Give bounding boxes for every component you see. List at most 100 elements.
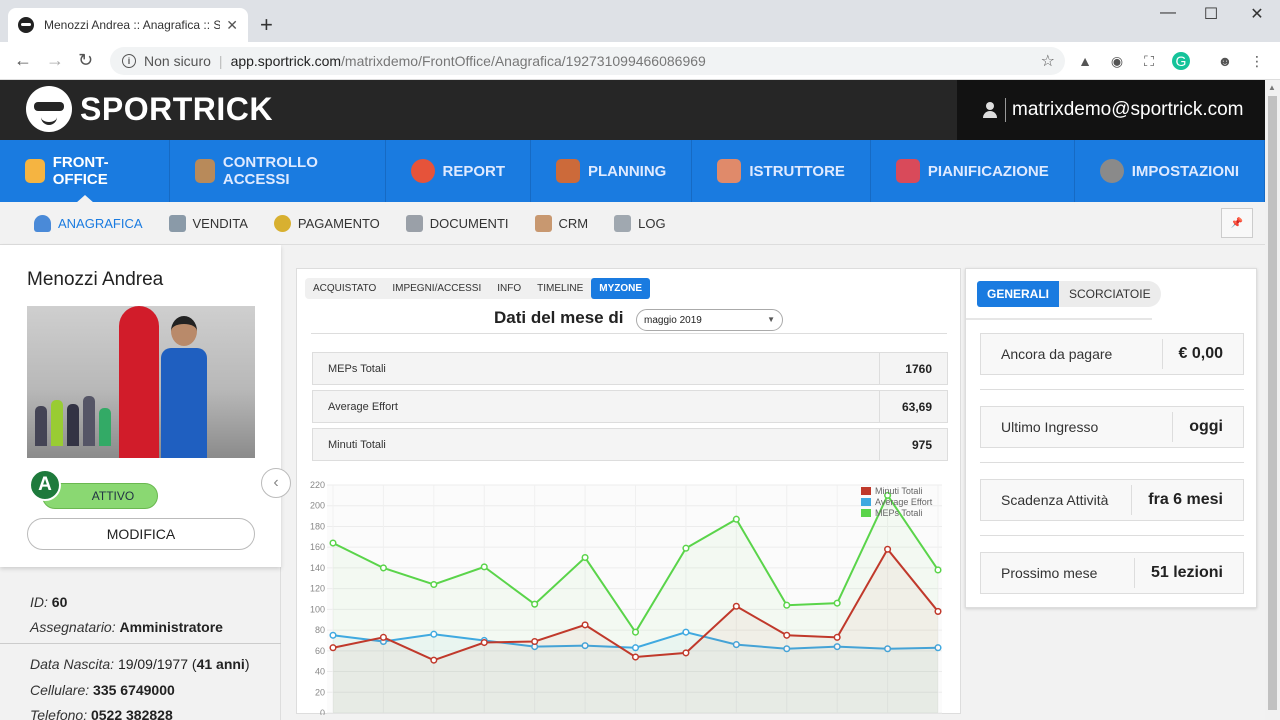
series-area	[333, 632, 938, 713]
edit-button[interactable]: MODIFICA	[27, 518, 255, 550]
subnav-documenti[interactable]: DOCUMENTI	[405, 214, 509, 232]
stat-label: MEPs Totali	[328, 362, 386, 375]
user-email: matrixdemo@sportrick.com	[1012, 99, 1244, 120]
user-account[interactable]: matrixdemo@sportrick.com	[957, 80, 1265, 140]
legend-swatch	[861, 498, 871, 506]
stat-label: Minuti Totali	[328, 438, 386, 451]
screenshot-extension-icon[interactable]: ⛶	[1144, 52, 1154, 69]
tab-acquistato[interactable]: ACQUISTATO	[313, 283, 377, 294]
member-id-row: ID: 60	[30, 594, 68, 610]
nav-pianificazione[interactable]: PIANIFICAZIONE	[871, 140, 1075, 202]
nav-planning[interactable]: PLANNING	[531, 140, 693, 202]
scroll-up-icon[interactable]: ▲	[1268, 83, 1276, 92]
data-point	[631, 644, 640, 652]
profile-avatar-icon[interactable]: ☻	[1217, 53, 1233, 69]
stat-label: Average Effort	[328, 400, 398, 413]
subnav-vendita[interactable]: VENDITA	[168, 214, 248, 232]
nav-front-office[interactable]: FRONT-OFFICE	[0, 140, 171, 203]
reload-icon[interactable]: ↻	[78, 50, 94, 70]
nav-impostazioni[interactable]: IMPOSTAZIONI	[1075, 140, 1265, 202]
incognito-extension-icon[interactable]: ◉	[1110, 52, 1124, 69]
data-point	[379, 633, 387, 641]
back-arrow-icon[interactable]: ←	[14, 50, 32, 70]
stat-value: 975	[879, 428, 947, 461]
tab-info[interactable]: INFO	[497, 283, 522, 294]
data-point	[329, 644, 337, 652]
data-point	[480, 638, 488, 647]
month-select[interactable]: maggio 2019 ▼	[636, 309, 783, 331]
maximize-button[interactable]: ☐	[1203, 6, 1219, 23]
subnav-pagamento[interactable]: PAGAMENTO	[273, 214, 380, 232]
url-bar[interactable]: i Non sicuro | app.sportrick.com /matrix…	[110, 47, 1065, 75]
data-point	[480, 563, 488, 571]
summary-value: fra 6 mesi	[1131, 485, 1243, 515]
data-point	[934, 566, 942, 574]
grammarly-extension-icon[interactable]: G	[1172, 52, 1190, 70]
info-icon[interactable]: i	[122, 54, 136, 68]
y-tick-label: 220	[310, 480, 325, 490]
browser-tab-bar: Menozzi Andrea :: Anagrafica :: Sp ✕ + —…	[0, 0, 1280, 42]
close-tab-icon[interactable]: ✕	[226, 16, 238, 33]
subnav-label: VENDITA	[192, 215, 248, 231]
user-divider	[1005, 98, 1006, 122]
chevron-down-icon: ▼	[767, 315, 775, 324]
tab-timeline[interactable]: TIMELINE	[537, 283, 584, 294]
summary-divider	[980, 389, 1244, 390]
data-point	[531, 600, 539, 608]
data-point	[934, 644, 942, 652]
subnav-anagrafica[interactable]: ANAGRAFICA	[34, 214, 143, 232]
member-sidebar: Menozzi Andrea A ATTIVO MODIFICA ‹ ID: 6…	[0, 245, 291, 720]
tab-scorciatoie[interactable]: SCORCIATOIE	[1059, 281, 1161, 307]
stat-row-effort: Average Effort 63,69	[312, 390, 948, 423]
nav-label: FRONT-OFFICE	[52, 154, 109, 188]
coin-icon	[273, 214, 291, 232]
minimize-button[interactable]: —	[1160, 4, 1176, 21]
bookmark-star-icon[interactable]: ☆	[1040, 53, 1055, 70]
new-tab-button[interactable]: +	[260, 12, 273, 37]
browser-menu-icon[interactable]: ⋮	[1250, 52, 1264, 69]
legend-swatch	[861, 487, 871, 495]
data-point	[884, 545, 892, 553]
stat-row-minutes: Minuti Totali 975	[312, 428, 948, 461]
subnav-label: DOCUMENTI	[429, 215, 509, 231]
url-path: /matrixdemo/FrontOffice/Anagrafica/19273…	[341, 53, 706, 69]
nav-controllo-accessi[interactable]: CONTROLLO ACCESSI	[170, 140, 386, 202]
y-tick-label: 140	[310, 563, 325, 573]
scrollbar-thumb[interactable]	[1268, 96, 1277, 710]
data-point	[581, 642, 589, 650]
legend-label: MEPs Totali	[875, 508, 922, 518]
collapse-sidebar-button[interactable]: ‹	[261, 468, 291, 498]
tab-title: Menozzi Andrea :: Anagrafica :: Sp	[44, 18, 221, 32]
window-close-button[interactable]: ✕	[1250, 6, 1264, 23]
tab-generali[interactable]: GENERALI	[977, 281, 1060, 307]
summary-value: oggi	[1172, 412, 1243, 442]
pin-button[interactable]: 📌	[1221, 208, 1253, 238]
tab-impegni-accessi[interactable]: IMPEGNI/ACCESSI	[392, 283, 482, 294]
data-point	[783, 645, 791, 653]
tab-myzone[interactable]: MYZONE	[591, 278, 651, 299]
subnav-crm[interactable]: CRM	[534, 214, 589, 232]
pie-chart-icon	[410, 159, 435, 183]
photo-crowd	[35, 376, 115, 446]
forward-arrow-icon[interactable]: →	[46, 50, 64, 70]
subnav-log[interactable]: LOG	[614, 214, 666, 232]
page-scrollbar[interactable]: ▲	[1265, 80, 1280, 720]
summary-value: € 0,00	[1161, 339, 1243, 369]
y-tick-label: 100	[310, 604, 325, 614]
stat-value: 63,69	[879, 390, 947, 423]
status-badge: ATTIVO	[42, 483, 158, 509]
front-office-icon	[25, 159, 45, 183]
nav-istruttore[interactable]: ISTRUTTORE	[692, 140, 871, 202]
drive-extension-icon[interactable]: ▲	[1078, 53, 1092, 69]
sportrick-logo[interactable]: SPORTRICK	[26, 86, 273, 132]
nav-report[interactable]: REPORT	[386, 140, 532, 202]
browser-tab[interactable]: Menozzi Andrea :: Anagrafica :: Sp ✕	[8, 8, 248, 42]
y-tick-label: 60	[315, 646, 325, 656]
data-point	[732, 641, 740, 649]
member-photo	[27, 306, 255, 458]
url-separator: |	[218, 53, 223, 69]
data-point	[833, 643, 841, 651]
subnav-label: CRM	[558, 215, 589, 231]
summary-divider	[980, 462, 1244, 463]
data-point	[531, 637, 539, 646]
